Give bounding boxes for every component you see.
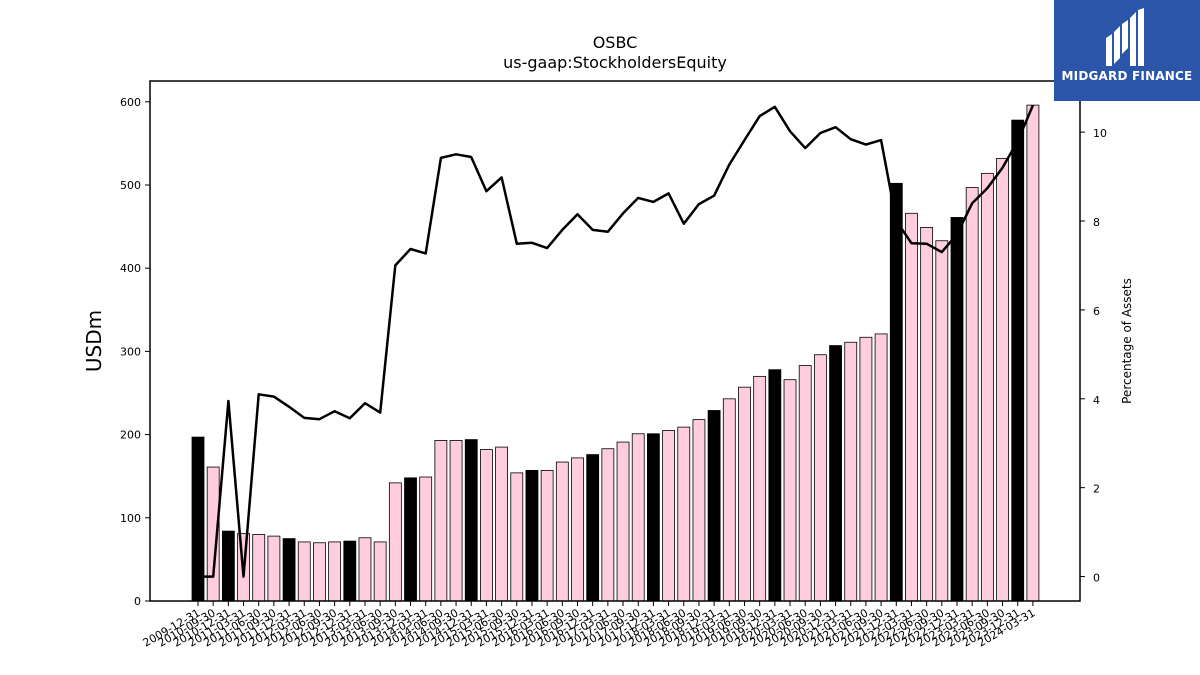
right-axis-ticks: 0 2 4 6 8 10 [1080, 127, 1107, 585]
bar [1026, 104, 1040, 602]
bar [996, 157, 1009, 602]
bar [464, 439, 478, 602]
bar [388, 482, 402, 602]
bar [677, 426, 691, 602]
ratio-line [198, 104, 1035, 578]
bar [297, 541, 311, 602]
bar [221, 530, 235, 602]
bar [692, 419, 706, 602]
bar [707, 410, 721, 602]
y-tick-label: 500 [120, 179, 141, 192]
bar [950, 217, 964, 602]
y-tick-label: 100 [120, 512, 141, 525]
bar [935, 240, 949, 602]
bar [373, 541, 387, 602]
bar [662, 430, 675, 602]
bar [813, 354, 827, 602]
bar [965, 187, 979, 602]
y2-axis-label: Percentage of Assets [1120, 278, 1134, 404]
bar [768, 369, 782, 602]
bar [510, 472, 524, 602]
bar [601, 448, 615, 602]
bar [783, 379, 797, 602]
bar [1011, 119, 1025, 602]
bar [874, 333, 888, 602]
bar [647, 433, 660, 602]
bar [738, 386, 751, 602]
x-axis-ticks: 2009-12-312010-09-302010-12-312011-03-31… [141, 601, 1037, 650]
bar [404, 477, 417, 602]
bar [616, 441, 630, 602]
brand-logo: MIDGARD FINANCE [1054, 0, 1200, 101]
bar [555, 461, 569, 602]
bar [571, 457, 584, 602]
bar [480, 449, 493, 602]
plot-frame [149, 80, 1081, 602]
bar [252, 534, 266, 602]
y2-tick-label: 6 [1093, 305, 1100, 318]
bar [525, 469, 539, 602]
bar [631, 433, 645, 602]
bar [328, 541, 342, 602]
bar [358, 537, 372, 602]
bar [586, 454, 600, 602]
bar [753, 375, 767, 602]
bar [434, 440, 448, 602]
chart-title: OSBC [593, 33, 638, 52]
bar [343, 540, 357, 602]
midgard-logo-icon [1106, 8, 1144, 66]
bar [495, 446, 509, 602]
y2-tick-label: 2 [1093, 483, 1100, 496]
bar [859, 336, 873, 602]
y-tick-label: 400 [120, 262, 141, 275]
y-axis-label: USDm [82, 310, 106, 372]
bar [905, 212, 918, 602]
bar [844, 341, 858, 602]
bar [889, 182, 903, 602]
bar [829, 345, 842, 602]
ratio-line-series [198, 104, 1035, 578]
bar [980, 172, 994, 602]
y-tick-label: 0 [134, 595, 141, 608]
brand-name: MIDGARD FINANCE [1061, 69, 1193, 83]
y-tick-label: 600 [120, 96, 141, 109]
y2-tick-label: 10 [1093, 127, 1107, 140]
y2-tick-label: 4 [1093, 394, 1100, 407]
y-tick-label: 200 [120, 429, 141, 442]
y-tick-label: 300 [120, 345, 141, 358]
bar [920, 227, 934, 602]
bar [267, 535, 281, 602]
bar [419, 476, 433, 602]
bar [722, 398, 736, 602]
bar [540, 469, 554, 602]
bar [798, 365, 812, 602]
bar-series [191, 104, 1040, 602]
y2-tick-label: 8 [1093, 216, 1100, 229]
chart-subtitle: us-gaap:StockholdersEquity [503, 53, 727, 72]
y2-tick-label: 0 [1093, 572, 1100, 585]
left-axis-ticks: 0 100 200 300 400 500 600 [120, 96, 150, 608]
bar [449, 440, 463, 602]
bar [313, 542, 326, 602]
bar [282, 538, 296, 602]
